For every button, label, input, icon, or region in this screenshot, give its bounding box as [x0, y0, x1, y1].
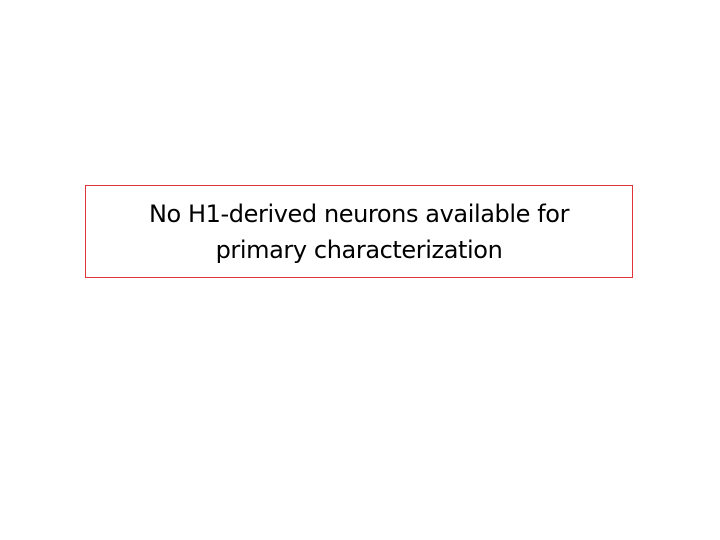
notice-line-1: No H1-derived neurons available for [148, 199, 570, 228]
notice-line-2: primary characterization [215, 235, 503, 264]
notice-text: No H1-derived neurons available for prim… [143, 196, 575, 268]
notice-box: No H1-derived neurons available for prim… [85, 185, 633, 278]
